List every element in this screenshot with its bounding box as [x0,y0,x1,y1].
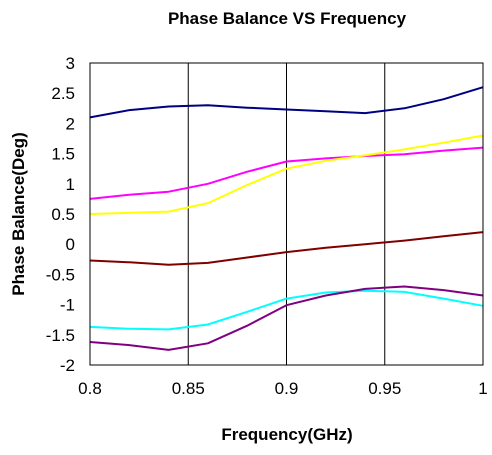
series-lines [89,86,484,351]
series-line-5 [89,289,484,331]
y-tick-label: -2 [60,356,75,375]
y-tick-label: -0.5 [46,265,75,284]
x-tick-label: 0.8 [78,379,102,398]
y-tick-label: 0 [66,235,75,254]
y-tick-label: 2 [66,114,75,133]
y-tick-label: 1 [66,175,75,194]
series-line-2 [89,146,484,200]
x-tick-label: 0.9 [275,379,299,398]
grid-lines [187,63,386,365]
y-tick-label: 2.5 [51,84,75,103]
y-tick-label: 1.5 [51,145,75,164]
y-tick-label: 3 [66,54,75,73]
y-tick-label: -1.5 [46,326,75,345]
series-line-6 [89,285,484,351]
series-line-4 [89,231,484,266]
series-line-1 [89,86,484,119]
y-tick-label: -1 [60,296,75,315]
x-tick-label: 0.95 [368,379,401,398]
x-tick-label: 0.85 [172,379,205,398]
x-axis-label: Frequency(GHz) [221,425,352,444]
x-tick-labels: 0.8 0.85 0.9 0.95 1 [78,379,488,398]
x-tick-label: 1 [478,379,487,398]
y-axis-label: Phase Balance(Deg) [9,132,28,295]
y-tick-labels: 3 2.5 2 1.5 1 0.5 0 -0.5 -1 -1.5 -2 [46,54,75,375]
plot-area-frame [89,62,484,366]
series-line-3 [89,134,484,215]
chart-title: Phase Balance VS Frequency [168,9,407,28]
y-tick-label: 0.5 [51,205,75,224]
